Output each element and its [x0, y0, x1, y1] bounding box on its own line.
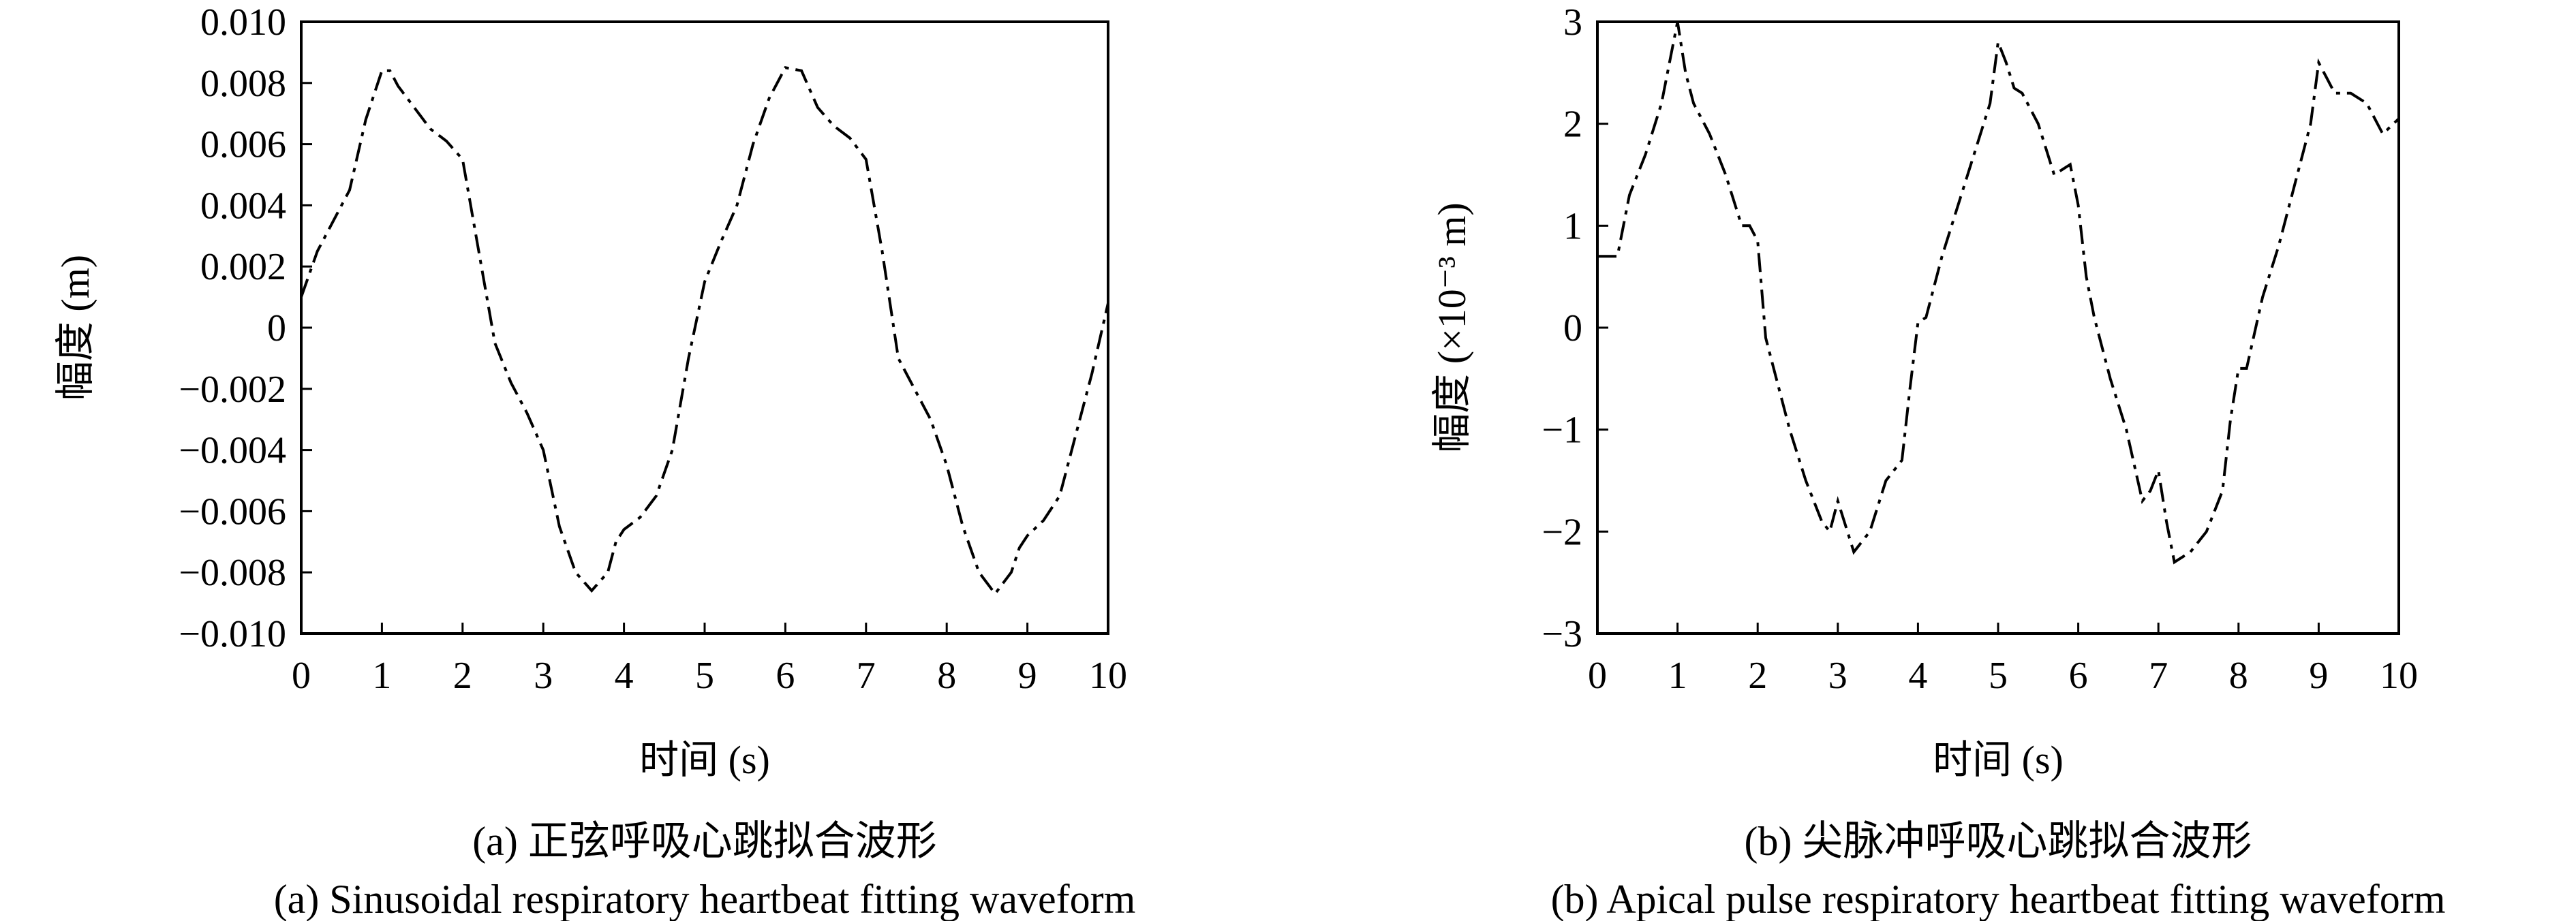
caption-cn-b: (b) 尖脉冲呼吸心跳拟合波形 [1745, 819, 2252, 864]
y-tick-label: −0.010 [179, 613, 286, 655]
x-tick-label: 9 [1018, 655, 1037, 697]
x-tick-label: 5 [695, 655, 714, 697]
waveform-line-a [300, 66, 1109, 596]
y-tick-label: 1 [1563, 205, 1582, 247]
panel-a: 0.010 0.008 0.006 0.004 0.002 0 −0.002 −0.004 −0… [53, 1, 1135, 921]
y-tick-label: 2 [1563, 104, 1582, 146]
x-tick-label: 8 [2229, 655, 2248, 697]
x-tick-label: 0 [292, 655, 311, 697]
x-tick-label: 1 [372, 655, 391, 697]
x-tick-label: 8 [937, 655, 956, 697]
x-tick-label: 0 [1588, 655, 1607, 697]
x-tick-label: 7 [2149, 655, 2168, 697]
x-axis-ticks-a: 0 1 2 3 4 5 6 7 8 9 10 [292, 623, 1127, 697]
y-tick-label: −1 [1542, 409, 1582, 452]
caption-en-a: (a) Sinusoidal respiratory heartbeat fit… [274, 877, 1136, 921]
y-tick-label: 3 [1563, 1, 1582, 44]
x-tick-label: 2 [1748, 655, 1767, 697]
x-tick-label: 4 [1908, 655, 1927, 697]
x-tick-label: 6 [776, 655, 795, 697]
x-tick-label: 10 [1089, 655, 1127, 697]
x-tick-label: 4 [615, 655, 634, 697]
y-axis-ticks-b: 3 2 1 0 −1 −2 −3 [1542, 1, 1608, 655]
y-axis-label-a: 幅度 (m) [53, 255, 97, 401]
x-axis-label-a: 时间 (s) [639, 738, 770, 782]
caption-cn-a: (a) 正弦呼吸心跳拟合波形 [472, 819, 937, 864]
x-axis-label-b: 时间 (s) [1933, 738, 2064, 782]
y-tick-label: −0.006 [179, 490, 286, 533]
x-axis-ticks-b: 0 1 2 3 4 5 6 7 8 9 10 [1588, 623, 2418, 697]
x-tick-label: 9 [2309, 655, 2328, 697]
y-axis-label-b: 幅度 (×10⁻³ m) [1430, 202, 1474, 452]
y-axis-ticks-a: 0.010 0.008 0.006 0.004 0.002 0 −0.002 −0.004 −0… [179, 1, 312, 655]
waveform-line-b [1597, 21, 2400, 565]
x-tick-label: 2 [453, 655, 472, 697]
x-tick-label: 1 [1668, 655, 1687, 697]
y-tick-label: −3 [1542, 613, 1582, 655]
x-tick-label: 5 [1989, 655, 2008, 697]
x-tick-label: 3 [1828, 655, 1847, 697]
y-tick-label: 0 [1563, 307, 1582, 349]
y-tick-label: 0.006 [200, 124, 286, 166]
y-tick-label: −0.004 [179, 430, 286, 472]
y-tick-label: −2 [1542, 511, 1582, 553]
caption-en-b: (b) Apical pulse respiratory heartbeat f… [1551, 877, 2446, 921]
y-tick-label: 0.004 [200, 185, 286, 227]
x-tick-label: 7 [857, 655, 876, 697]
x-tick-label: 3 [534, 655, 553, 697]
y-tick-label: 0.010 [200, 1, 286, 44]
y-tick-label: 0.008 [200, 63, 286, 105]
y-tick-label: 0 [267, 307, 286, 349]
x-tick-label: 6 [2069, 655, 2088, 697]
y-tick-label: −0.002 [179, 369, 286, 411]
y-tick-label: 0.002 [200, 246, 286, 288]
plot-frame-a [300, 20, 1109, 635]
x-tick-label: 10 [2380, 655, 2418, 697]
y-tick-label: −0.008 [179, 552, 286, 594]
plot-frame-b [1596, 20, 2400, 635]
